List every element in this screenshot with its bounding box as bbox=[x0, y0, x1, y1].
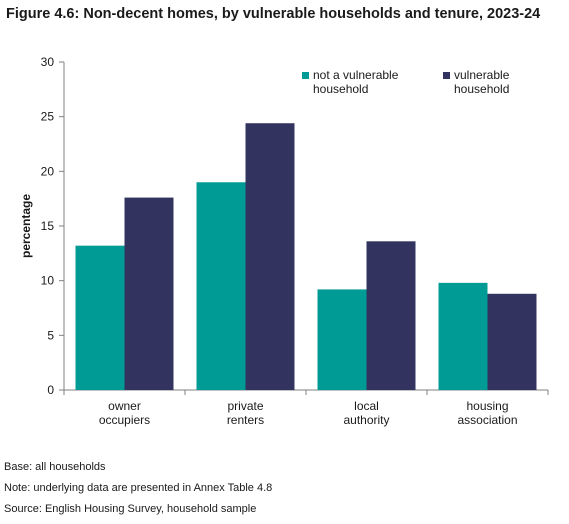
footnote-source: Source: English Housing Survey, househol… bbox=[4, 503, 257, 515]
y-tick-label: 25 bbox=[41, 110, 55, 124]
bar bbox=[75, 245, 125, 390]
y-tick-label: 0 bbox=[47, 383, 54, 397]
y-tick-label: 10 bbox=[41, 274, 55, 288]
x-category-label: housing association bbox=[457, 399, 517, 427]
bar bbox=[438, 282, 488, 390]
figure-title: Figure 4.6: Non-decent homes, by vulnera… bbox=[6, 6, 541, 22]
bar bbox=[366, 241, 416, 390]
legend-label: vulnerable household bbox=[454, 68, 510, 96]
y-tick-label: 15 bbox=[41, 219, 55, 233]
y-tick-label: 30 bbox=[41, 55, 55, 69]
bar bbox=[487, 293, 537, 390]
bar-chart: 0 5 10 15 20 25 30 percentage owner occupiers pri… bbox=[19, 55, 549, 427]
footnote-note: Note: underlying data are presented in A… bbox=[4, 482, 273, 494]
bar bbox=[245, 123, 295, 390]
y-tick-label: 5 bbox=[47, 328, 54, 342]
chart-bars bbox=[75, 123, 537, 390]
y-tick-label: 20 bbox=[41, 164, 55, 178]
bar bbox=[124, 197, 174, 390]
chart-axes: 0 5 10 15 20 25 30 percentage bbox=[19, 55, 549, 397]
bar bbox=[196, 182, 246, 390]
bar bbox=[317, 289, 367, 390]
legend-swatch bbox=[443, 72, 450, 79]
legend-label: not a vulnerable household bbox=[313, 68, 399, 96]
x-category-label: private renters bbox=[227, 399, 264, 427]
x-category-label: local authority bbox=[343, 399, 389, 427]
y-axis-title: percentage bbox=[19, 194, 33, 258]
chart-labels: owner occupiers private renters local authori… bbox=[99, 399, 518, 427]
x-category-label: owner occupiers bbox=[99, 399, 150, 427]
chart-legend: not a vulnerable household vulnerable house… bbox=[302, 68, 510, 96]
legend-swatch bbox=[302, 72, 309, 79]
footnote-base: Base: all households bbox=[4, 461, 106, 473]
